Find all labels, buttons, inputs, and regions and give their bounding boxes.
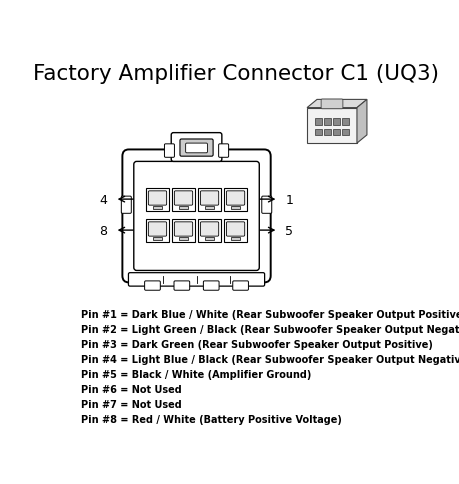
Bar <box>332 119 339 126</box>
FancyBboxPatch shape <box>134 162 259 271</box>
FancyBboxPatch shape <box>174 281 189 290</box>
Text: Factory Amplifier Connector C1 (UQ3): Factory Amplifier Connector C1 (UQ3) <box>33 64 438 84</box>
FancyBboxPatch shape <box>226 192 244 206</box>
Bar <box>341 119 348 126</box>
Bar <box>179 237 188 241</box>
FancyBboxPatch shape <box>148 222 166 237</box>
Text: Pin #5 = Black / White (Amplifier Ground): Pin #5 = Black / White (Amplifier Ground… <box>80 369 310 379</box>
FancyBboxPatch shape <box>172 188 194 211</box>
Text: Pin #6 = Not Used: Pin #6 = Not Used <box>80 384 181 394</box>
FancyBboxPatch shape <box>261 197 271 214</box>
FancyBboxPatch shape <box>122 150 270 283</box>
Polygon shape <box>356 100 366 144</box>
FancyBboxPatch shape <box>171 134 221 162</box>
Bar <box>205 206 213 210</box>
Bar <box>205 237 213 241</box>
Polygon shape <box>307 100 366 108</box>
Polygon shape <box>307 108 356 144</box>
Bar <box>179 206 188 210</box>
Text: Pin #8 = Red / White (Battery Positive Voltage): Pin #8 = Red / White (Battery Positive V… <box>80 414 341 424</box>
FancyBboxPatch shape <box>224 188 246 211</box>
FancyBboxPatch shape <box>123 211 134 239</box>
FancyBboxPatch shape <box>128 273 264 287</box>
Text: Pin #7 = Not Used: Pin #7 = Not Used <box>80 399 181 409</box>
Text: Pin #4 = Light Blue / Black (Rear Subwoofer Speaker Output Negative): Pin #4 = Light Blue / Black (Rear Subwoo… <box>80 354 459 364</box>
Bar <box>153 206 162 210</box>
FancyBboxPatch shape <box>198 219 220 242</box>
FancyBboxPatch shape <box>174 222 192 237</box>
Text: 1: 1 <box>285 193 293 206</box>
FancyBboxPatch shape <box>174 192 192 206</box>
FancyBboxPatch shape <box>146 219 168 242</box>
FancyBboxPatch shape <box>148 192 166 206</box>
Bar <box>315 129 321 136</box>
FancyBboxPatch shape <box>164 145 174 158</box>
Bar <box>153 237 162 241</box>
Text: 4: 4 <box>100 193 107 206</box>
FancyBboxPatch shape <box>226 222 244 237</box>
Text: Pin #2 = Light Green / Black (Rear Subwoofer Speaker Output Negative): Pin #2 = Light Green / Black (Rear Subwo… <box>80 325 459 334</box>
FancyBboxPatch shape <box>200 222 218 237</box>
FancyBboxPatch shape <box>144 281 160 290</box>
Bar <box>324 119 330 126</box>
FancyBboxPatch shape <box>224 219 246 242</box>
Text: Pin #3 = Dark Green (Rear Subwoofer Speaker Output Positive): Pin #3 = Dark Green (Rear Subwoofer Spea… <box>80 339 431 349</box>
FancyBboxPatch shape <box>203 281 218 290</box>
Text: Pin #1 = Dark Blue / White (Rear Subwoofer Speaker Output Positive): Pin #1 = Dark Blue / White (Rear Subwoof… <box>80 310 459 319</box>
Bar <box>230 237 240 241</box>
FancyBboxPatch shape <box>320 100 342 109</box>
Bar <box>324 129 330 136</box>
Text: 8: 8 <box>99 224 107 237</box>
FancyBboxPatch shape <box>200 192 218 206</box>
Bar <box>341 129 348 136</box>
Bar <box>230 206 240 210</box>
FancyBboxPatch shape <box>146 188 168 211</box>
FancyBboxPatch shape <box>179 140 213 157</box>
Bar <box>332 129 339 136</box>
FancyBboxPatch shape <box>121 197 131 214</box>
FancyBboxPatch shape <box>172 219 194 242</box>
FancyBboxPatch shape <box>259 211 269 239</box>
FancyBboxPatch shape <box>218 145 228 158</box>
FancyBboxPatch shape <box>198 188 220 211</box>
FancyBboxPatch shape <box>185 144 207 153</box>
Bar <box>315 119 321 126</box>
FancyBboxPatch shape <box>232 281 248 290</box>
Text: 5: 5 <box>285 224 293 237</box>
